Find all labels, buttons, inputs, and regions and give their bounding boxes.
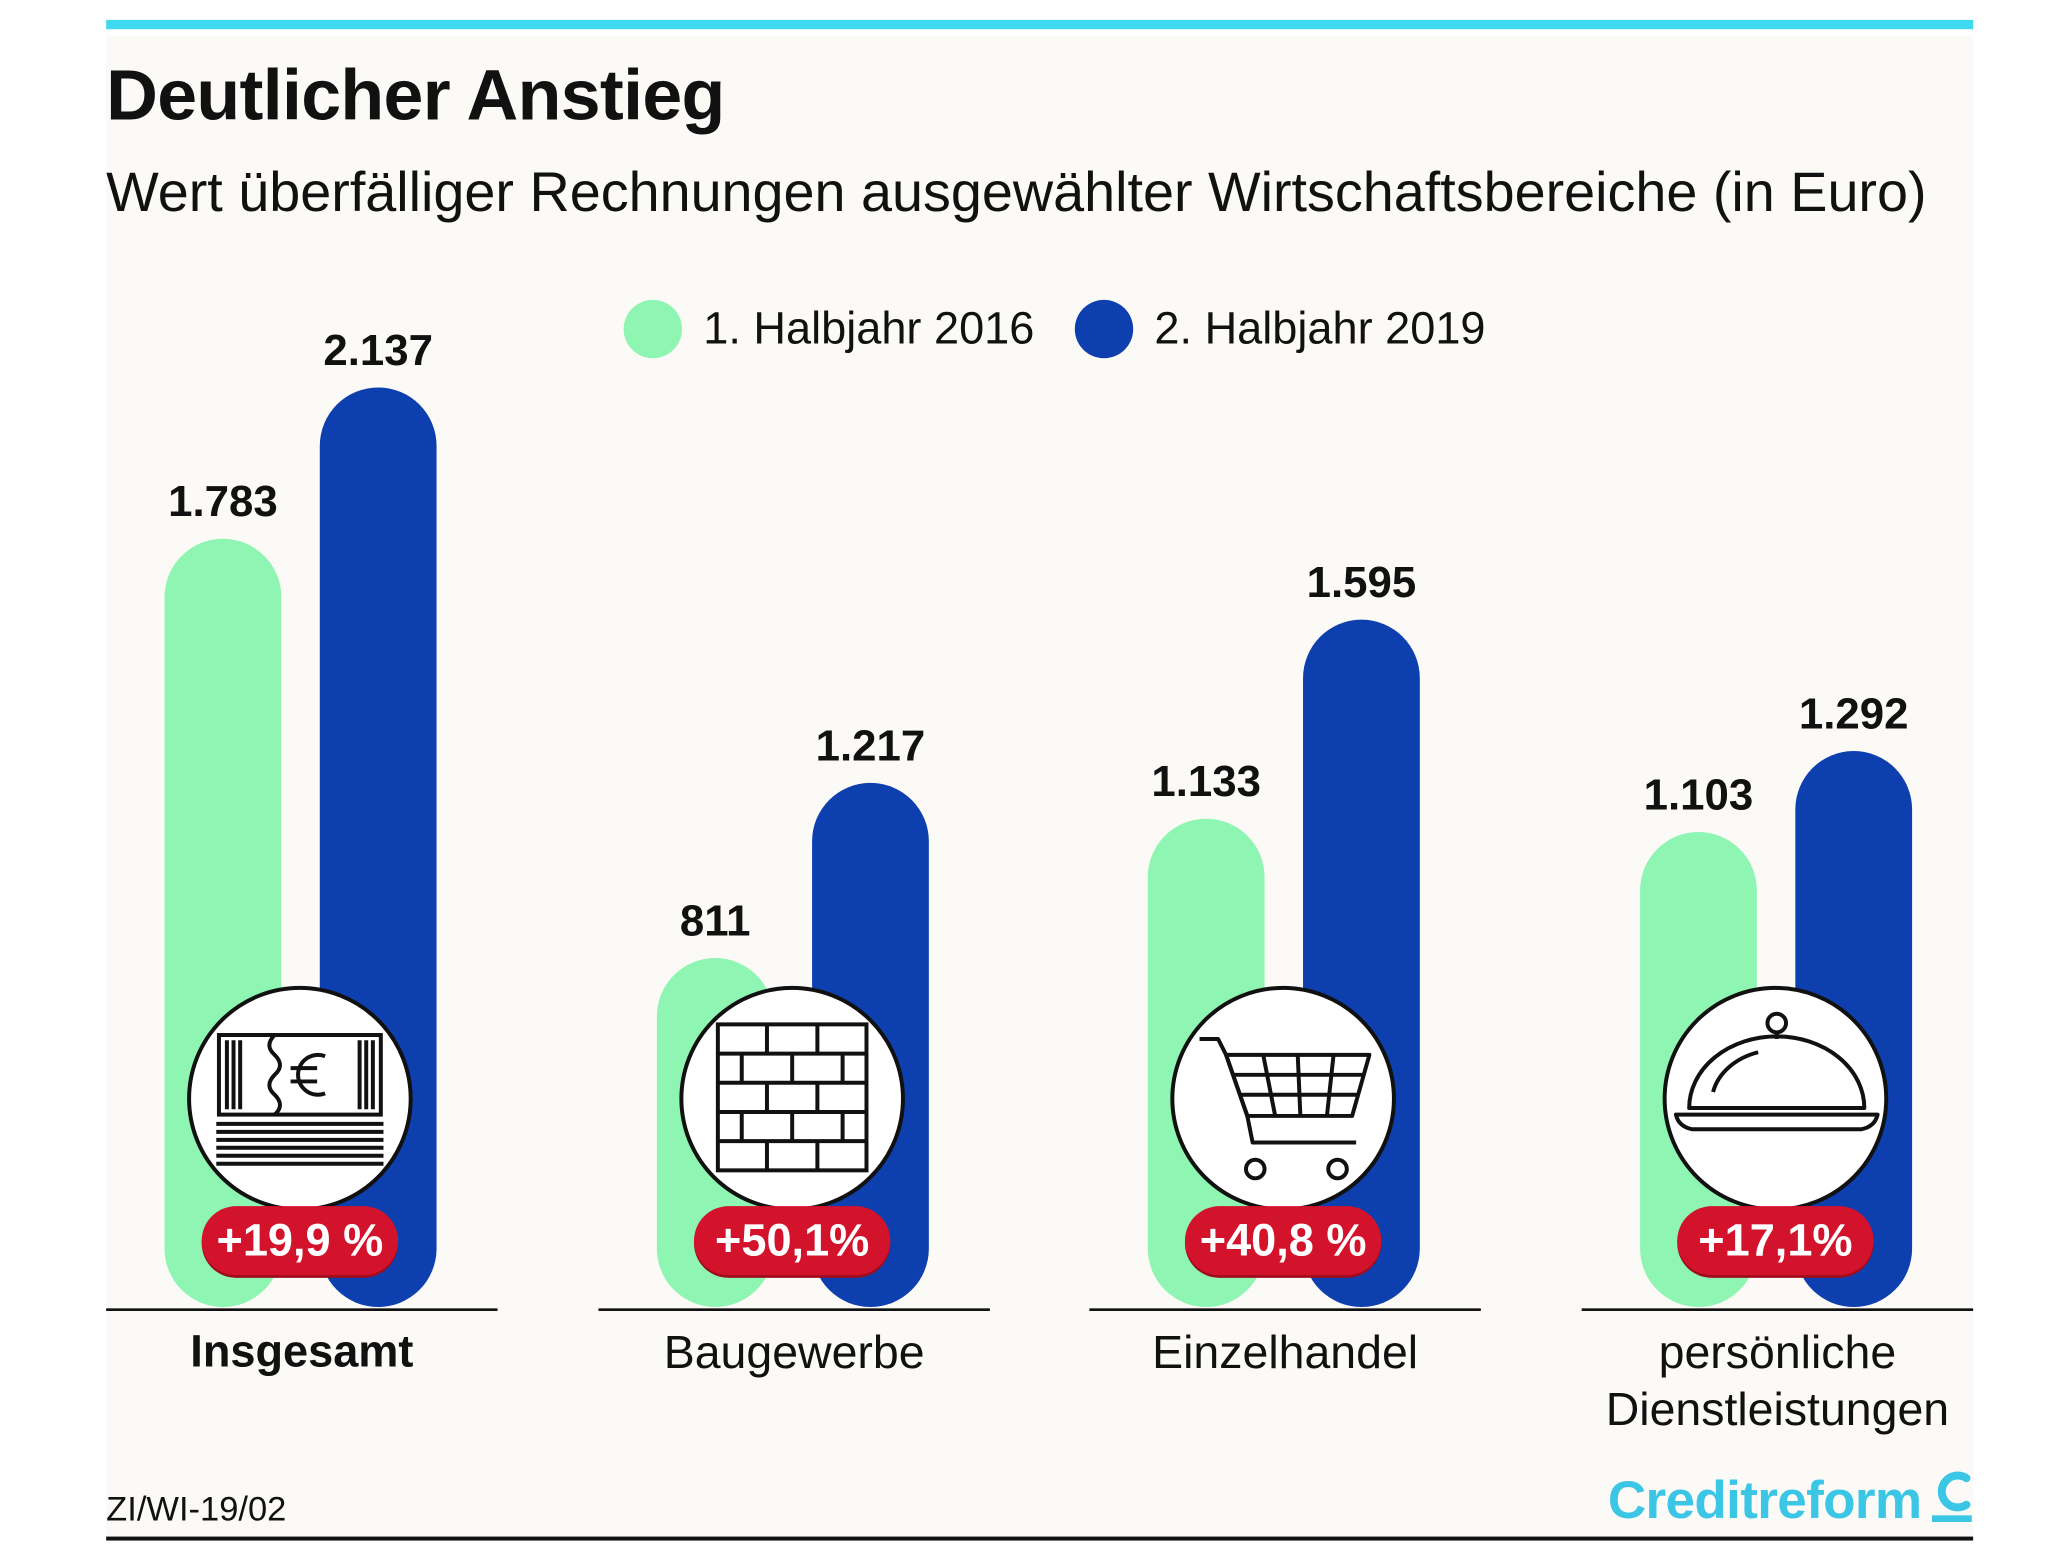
top-accent-rule (106, 19, 1974, 30)
category-label: persönliche Dienstleistungen (1605, 1326, 1950, 1436)
euro-banknotes-icon (216, 1033, 384, 1166)
category-label: Einzelhandel (1152, 1326, 1419, 1379)
shopping-cart-icon (1199, 1036, 1372, 1181)
legend-label: 1. Halbjahr 2016 (703, 303, 1035, 355)
brand-logo-icon (1931, 1471, 1972, 1522)
category-label: Insgesamt (190, 1326, 414, 1378)
bar-group-insgesamt: +19,9 % Insgesamt 1.783 2.137 (106, 0, 498, 1551)
change-badge: +50,1% (693, 1206, 891, 1276)
value-label-1-halbjahr-2016-baugewerbe: 811 (679, 895, 751, 945)
chart-title: Deutlicher Anstieg (106, 55, 725, 136)
value-label-1-halbjahr-2016-insgesamt: 1.783 (168, 476, 278, 527)
legend-label: 2. Halbjahr 2019 (1154, 303, 1486, 355)
value-label-2-halbjahr-2019-einzelhandel: 1.595 (1306, 557, 1417, 607)
category-icon-circle (1170, 985, 1396, 1212)
legend-swatch-blue (1074, 299, 1134, 359)
bottom-rule (106, 1536, 1974, 1541)
category-icon-circle (1662, 985, 1889, 1212)
source-code: ZI/WI-19/02 (106, 1488, 287, 1529)
bar-group-baugewerbe: +50,1% Baugewerbe 811 1.217 (598, 0, 990, 1551)
value-label-2-halbjahr-2019-persoenliche-dienstleistungen: 1.292 (1798, 688, 1909, 738)
value-label-1-halbjahr-2016-einzelhandel: 1.133 (1151, 756, 1261, 806)
category-icon-circle (679, 985, 905, 1212)
bar-group-persoenliche-dienstleistungen: +17,1% persönliche Dienstleistungen 1.10… (1581, 0, 1974, 1551)
value-label-1-halbjahr-2016-persoenliche-dienstleistungen: 1.103 (1643, 769, 1754, 819)
change-badge: +17,1% (1677, 1206, 1874, 1276)
chart-subtitle: Wert überfälliger Rechnungen ausgewählte… (106, 160, 1927, 223)
legend-item-1-halbjahr-2016: 1. Halbjahr 2016 (623, 299, 1035, 359)
legend-item-2-halbjahr-2019: 2. Halbjahr 2019 (1074, 299, 1486, 359)
baseline (106, 1308, 498, 1311)
change-badge: +40,8 % (1184, 1206, 1382, 1276)
baseline (1089, 1308, 1481, 1311)
brick-wall-icon (715, 1022, 869, 1173)
food-cloche-icon (1673, 1011, 1880, 1132)
value-label-2-halbjahr-2019-insgesamt: 2.137 (323, 324, 433, 374)
category-icon-circle (187, 985, 413, 1212)
baseline (1581, 1308, 1974, 1311)
value-label-2-halbjahr-2019-baugewerbe: 1.217 (815, 720, 926, 770)
category-label: Baugewerbe (663, 1326, 925, 1379)
legend-swatch-green (623, 299, 683, 359)
brand-logo-text: Creditreform (1607, 1471, 1922, 1530)
change-badge: +19,9 % (201, 1206, 399, 1276)
baseline (598, 1308, 990, 1311)
bar-group-einzelhandel: +40,8 % Einzelhandel 1.133 1.595 (1089, 0, 1481, 1551)
